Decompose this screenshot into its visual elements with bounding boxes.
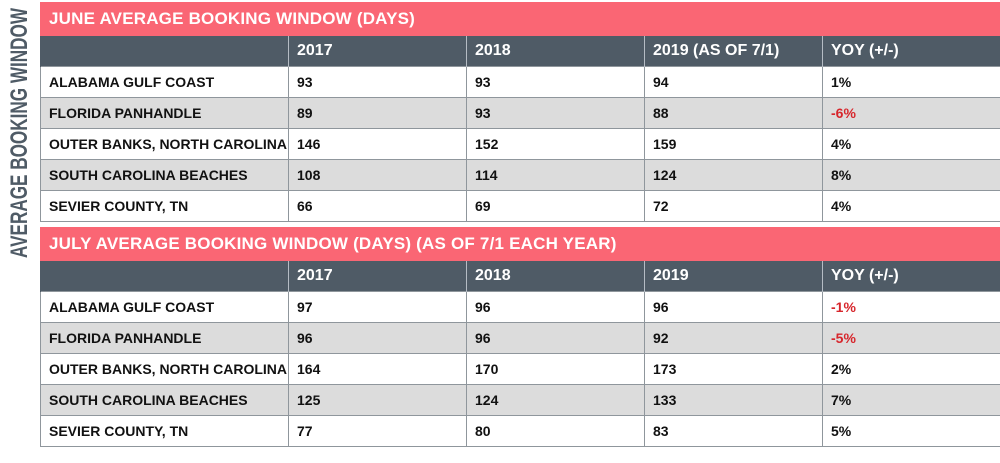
row-label: SEVIER COUNTY, TN	[40, 415, 289, 447]
column-header: 2018	[466, 36, 645, 67]
value-cell: 124	[644, 159, 823, 191]
column-header: 2018	[466, 261, 645, 292]
yoy-cell: 4%	[821, 128, 1000, 160]
yoy-cell: -5%	[822, 322, 1000, 354]
table-row: SOUTH CAROLINA BEACHES 125 124 133 7%	[40, 384, 1000, 416]
value-cell: 83	[644, 415, 823, 447]
value-cell: 133	[644, 384, 823, 416]
table-row: OUTER BANKS, NORTH CAROLINA 146 152 159 4%	[40, 128, 1000, 160]
table-row: ALABAMA GULF COAST 97 96 96 -1%	[40, 291, 1000, 323]
value-cell: 146	[288, 128, 467, 160]
table-title: JULY AVERAGE BOOKING WINDOW (DAYS) (AS O…	[40, 227, 1000, 261]
column-header: 2019	[644, 261, 823, 292]
table-header-row: 2017 2018 2019 YOY (+/-)	[40, 261, 1000, 292]
column-header-blank	[40, 36, 289, 67]
column-header-blank	[40, 261, 289, 292]
table-row: SEVIER COUNTY, TN 77 80 83 5%	[40, 415, 1000, 447]
value-cell: 173	[644, 353, 823, 385]
yoy-cell: 1%	[821, 66, 1000, 98]
value-cell: 96	[466, 291, 645, 323]
july-table: JULY AVERAGE BOOKING WINDOW (DAYS) (AS O…	[40, 227, 1000, 447]
table-header-row: 2017 2018 2019 (AS OF 7/1) YOY (+/-)	[40, 36, 1000, 67]
value-cell: 72	[644, 190, 823, 222]
column-header: 2017	[288, 36, 467, 67]
table-title: JUNE AVERAGE BOOKING WINDOW (DAYS)	[39, 2, 1000, 36]
value-cell: 170	[466, 353, 645, 385]
value-cell: 88	[644, 97, 823, 129]
value-cell: 152	[466, 128, 645, 160]
value-cell: 66	[288, 190, 467, 222]
value-cell: 108	[288, 159, 467, 191]
value-cell: 164	[288, 353, 467, 385]
yoy-cell: 2%	[822, 353, 1000, 385]
yoy-cell: 5%	[822, 415, 1000, 447]
row-label: OUTER BANKS, NORTH CAROLINA	[40, 128, 289, 160]
value-cell: 92	[644, 322, 823, 354]
value-cell: 69	[466, 190, 645, 222]
value-cell: 94	[644, 66, 823, 98]
value-cell: 80	[466, 415, 645, 447]
row-label: ALABAMA GULF COAST	[40, 291, 289, 323]
value-cell: 77	[288, 415, 467, 447]
value-cell: 93	[466, 97, 645, 129]
table-row: SEVIER COUNTY, TN 66 69 72 4%	[40, 190, 1000, 222]
side-title-text: AVERAGE BOOKING WINDOW	[6, 8, 33, 258]
row-label: SOUTH CAROLINA BEACHES	[40, 159, 289, 191]
table-row: FLORIDA PANHANDLE 96 96 92 -5%	[40, 322, 1000, 354]
yoy-cell: -6%	[821, 97, 1000, 129]
value-cell: 96	[288, 322, 467, 354]
yoy-cell: 7%	[822, 384, 1000, 416]
column-header: 2017	[288, 261, 467, 292]
row-label: SOUTH CAROLINA BEACHES	[40, 384, 289, 416]
side-title: AVERAGE BOOKING WINDOW	[0, 0, 36, 463]
value-cell: 93	[288, 66, 467, 98]
yoy-cell: 8%	[821, 159, 1000, 191]
value-cell: 97	[288, 291, 467, 323]
table-title-row: JULY AVERAGE BOOKING WINDOW (DAYS) (AS O…	[40, 227, 1000, 261]
row-label: FLORIDA PANHANDLE	[40, 322, 289, 354]
value-cell: 93	[466, 66, 645, 98]
table-row: ALABAMA GULF COAST 93 93 94 1%	[40, 66, 1000, 98]
value-cell: 114	[466, 159, 645, 191]
column-header: YOY (+/-)	[821, 36, 1000, 67]
row-label: FLORIDA PANHANDLE	[40, 97, 289, 129]
value-cell: 159	[644, 128, 823, 160]
row-label: SEVIER COUNTY, TN	[40, 190, 289, 222]
value-cell: 124	[466, 384, 645, 416]
value-cell: 125	[288, 384, 467, 416]
value-cell: 96	[644, 291, 823, 323]
yoy-cell: 4%	[821, 190, 1000, 222]
table-row: OUTER BANKS, NORTH CAROLINA 164 170 173 2%	[40, 353, 1000, 385]
row-label: ALABAMA GULF COAST	[40, 66, 289, 98]
table-row: SOUTH CAROLINA BEACHES 108 114 124 8%	[40, 159, 1000, 191]
value-cell: 96	[466, 322, 645, 354]
table-row: FLORIDA PANHANDLE 89 93 88 -6%	[40, 97, 1000, 129]
column-header: 2019 (AS OF 7/1)	[644, 36, 823, 67]
table-title-row: JUNE AVERAGE BOOKING WINDOW (DAYS)	[39, 2, 1000, 36]
june-table: JUNE AVERAGE BOOKING WINDOW (DAYS) 2017 20…	[39, 2, 1000, 222]
column-header: YOY (+/-)	[822, 261, 1000, 292]
row-label: OUTER BANKS, NORTH CAROLINA	[40, 353, 289, 385]
value-cell: 89	[288, 97, 467, 129]
yoy-cell: -1%	[822, 291, 1000, 323]
